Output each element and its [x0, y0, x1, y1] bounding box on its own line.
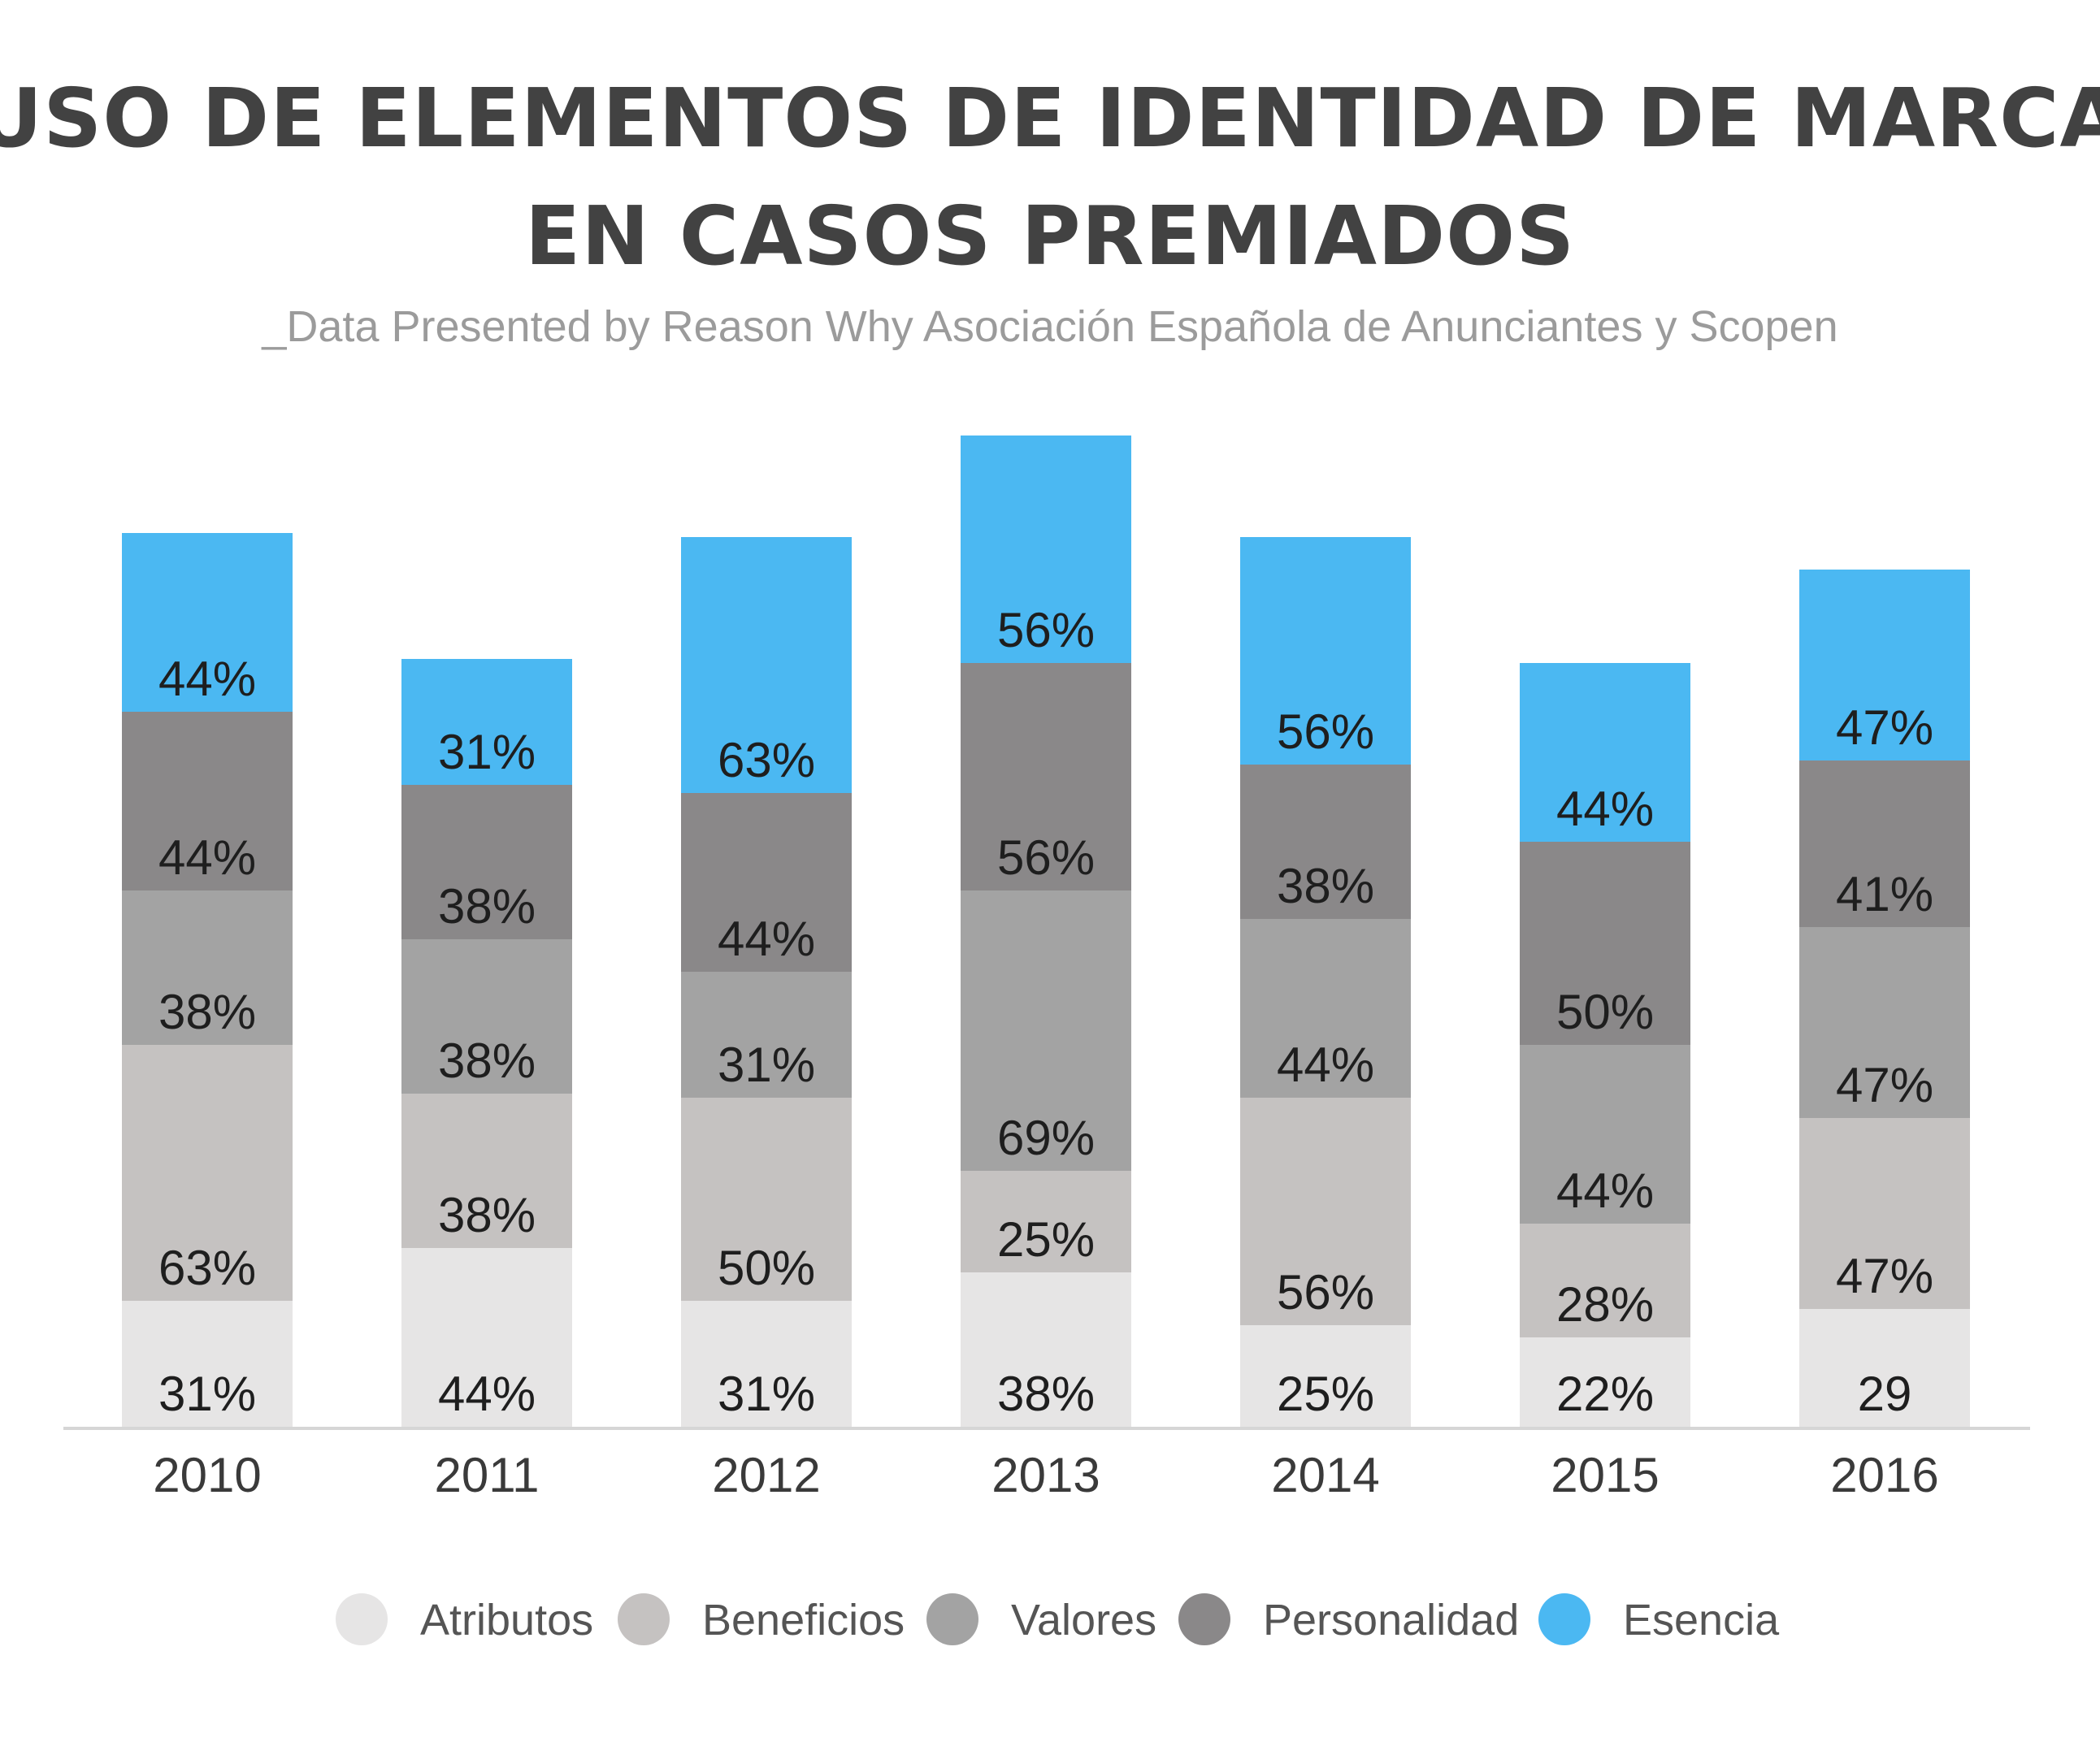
data-label-esencia-2013: 56% [997, 603, 1095, 657]
legend-swatch-atributos [336, 1593, 388, 1645]
bar-segment-valores-2011 [401, 939, 572, 1094]
data-label-personalidad-2012: 44% [718, 912, 815, 966]
bar-segment-esencia-2013 [961, 436, 1131, 663]
data-label-esencia-2016: 47% [1836, 700, 1933, 755]
x-tick-label-2014: 2014 [1271, 1448, 1379, 1502]
bar-segment-esencia-2016 [1799, 570, 1970, 760]
bar-segment-esencia-2012 [681, 537, 852, 793]
legend-swatch-beneficios [618, 1593, 670, 1645]
bar-segment-beneficios-2013 [961, 1171, 1131, 1272]
legend-label-esencia: Esencia [1623, 1596, 1780, 1644]
bar-segment-personalidad-2016 [1799, 760, 1970, 927]
data-label-personalidad-2013: 56% [997, 830, 1095, 885]
data-label-beneficios-2016: 47% [1836, 1249, 1933, 1303]
data-label-beneficios-2013: 25% [997, 1212, 1095, 1267]
data-label-esencia-2015: 44% [1556, 782, 1654, 836]
bar-segment-esencia-2010 [122, 533, 293, 712]
legend-label-valores: Valores [1011, 1596, 1156, 1644]
bar-segment-atributos-2011 [401, 1248, 572, 1427]
data-label-beneficios-2015: 28% [1556, 1277, 1654, 1332]
x-tick-label-2010: 2010 [153, 1448, 261, 1502]
data-label-beneficios-2011: 38% [438, 1188, 536, 1242]
data-label-personalidad-2010: 44% [158, 830, 256, 885]
bar-segment-beneficios-2011 [401, 1094, 572, 1248]
segment-labels-layer: 31% 63% 38% 44% 44% 44% 38% 38% 38% 31% 31% 50% 31% 4… [158, 603, 1933, 1421]
data-label-esencia-2014: 56% [1277, 704, 1374, 759]
bar-segment-personalidad-2014 [1240, 765, 1411, 919]
data-label-personalidad-2016: 41% [1836, 867, 1933, 921]
data-label-personalidad-2015: 50% [1556, 985, 1654, 1039]
x-tick-label-2013: 2013 [991, 1448, 1100, 1502]
data-label-esencia-2010: 44% [158, 652, 256, 706]
bar-segment-atributos-2013 [961, 1272, 1131, 1427]
data-label-valores-2015: 44% [1556, 1164, 1654, 1218]
bar-segment-esencia-2011 [401, 659, 572, 785]
bar-segment-valores-2015 [1520, 1045, 1690, 1224]
bar-segment-beneficios-2015 [1520, 1224, 1690, 1337]
x-tick-label-2016: 2016 [1830, 1448, 1938, 1502]
x-tick-label-2011: 2011 [434, 1448, 539, 1502]
data-label-atributos-2012: 31% [718, 1367, 815, 1421]
bar-segment-personalidad-2012 [681, 793, 852, 972]
chart-title-line-1: USO DE ELEMENTOS DE IDENTIDAD DE MARCA [0, 71, 2100, 166]
bar-segment-atributos-2015 [1520, 1337, 1690, 1427]
bar-segment-atributos-2014 [1240, 1325, 1411, 1427]
legend: Atributos Beneficios Valores Personalidad Es… [336, 1593, 1780, 1645]
legend-swatch-esencia [1538, 1593, 1590, 1645]
data-label-valores-2011: 38% [438, 1034, 536, 1088]
data-label-valores-2013: 69% [997, 1111, 1095, 1165]
data-label-atributos-2014: 25% [1277, 1367, 1374, 1421]
chart-title-line-2: EN CASOS PREMIADOS [525, 188, 1575, 284]
bar-segment-beneficios-2010 [122, 1045, 293, 1301]
data-label-valores-2014: 44% [1277, 1038, 1374, 1092]
data-label-valores-2010: 38% [158, 985, 256, 1039]
data-label-atributos-2010: 31% [158, 1367, 256, 1421]
bar-segment-esencia-2015 [1520, 663, 1690, 842]
bar-segment-personalidad-2013 [961, 663, 1131, 890]
bar-segment-personalidad-2011 [401, 785, 572, 939]
bar-segment-beneficios-2012 [681, 1098, 852, 1301]
bar-segment-atributos-2016 [1799, 1309, 1970, 1427]
data-label-beneficios-2012: 50% [718, 1241, 815, 1295]
data-label-personalidad-2011: 38% [438, 879, 536, 934]
bar-segment-atributos-2010 [122, 1301, 293, 1427]
data-label-atributos-2013: 38% [997, 1367, 1095, 1421]
data-label-atributos-2011: 44% [438, 1367, 536, 1421]
data-label-valores-2012: 31% [718, 1038, 815, 1092]
data-label-atributos-2016: 29 [1858, 1367, 1912, 1421]
bar-segment-beneficios-2014 [1240, 1098, 1411, 1325]
bar-segment-personalidad-2010 [122, 712, 293, 890]
bar-segment-beneficios-2016 [1799, 1118, 1970, 1309]
legend-label-atributos: Atributos [420, 1596, 593, 1644]
data-label-esencia-2011: 31% [438, 725, 536, 779]
bar-segment-atributos-2012 [681, 1301, 852, 1427]
bar-segment-valores-2010 [122, 890, 293, 1045]
legend-swatch-valores [926, 1593, 978, 1645]
legend-label-beneficios: Beneficios [702, 1596, 905, 1644]
bar-segment-valores-2014 [1240, 919, 1411, 1098]
bars-layer [122, 436, 1970, 1427]
bar-segment-personalidad-2015 [1520, 842, 1690, 1045]
x-axis-ticks: 2010 2011 2012 2013 2014 2015 2016 [153, 1448, 1938, 1502]
data-label-valores-2016: 47% [1836, 1058, 1933, 1112]
legend-label-personalidad: Personalidad [1263, 1596, 1519, 1644]
data-label-esencia-2012: 63% [718, 733, 815, 787]
data-label-atributos-2015: 22% [1556, 1367, 1654, 1421]
legend-swatch-personalidad [1178, 1593, 1230, 1645]
bar-segment-valores-2013 [961, 890, 1131, 1171]
x-tick-label-2015: 2015 [1551, 1448, 1659, 1502]
data-label-personalidad-2014: 38% [1277, 859, 1374, 913]
x-tick-label-2012: 2012 [712, 1448, 820, 1502]
data-label-beneficios-2014: 56% [1277, 1265, 1374, 1320]
bar-segment-esencia-2014 [1240, 537, 1411, 765]
bar-segment-valores-2012 [681, 972, 852, 1098]
bar-segment-valores-2016 [1799, 927, 1970, 1118]
data-label-beneficios-2010: 63% [158, 1241, 256, 1295]
chart-subtitle: _Data Presented by Reason Why Asociación… [261, 302, 1837, 351]
